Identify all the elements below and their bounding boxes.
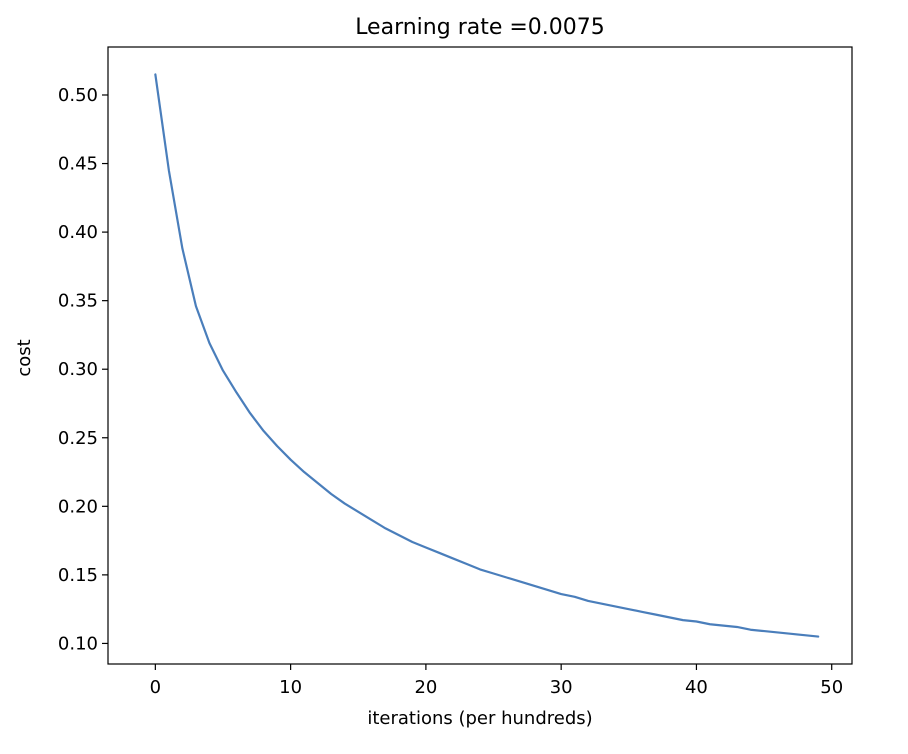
plot-frame [107,46,853,665]
x-axis: 0 10 20 30 40 50 [150,664,843,698]
y-tick-label: 0.45 [58,154,98,175]
y-axis-label: cost [14,339,35,376]
y-tick-label: 0.35 [58,291,98,312]
y-tick-label: 0.10 [58,633,98,654]
plot-area [107,46,853,665]
y-tick-label: 0.50 [58,85,98,106]
x-tick-label: 20 [414,677,437,698]
y-tick-label: 0.30 [58,359,98,380]
y-axis: 0.10 0.15 0.20 0.25 0.30 0.35 0.40 0.45 0.50 [58,85,108,654]
y-tick-label: 0.20 [58,496,98,517]
x-tick-label: 40 [685,677,708,698]
chart-title: Learning rate =0.0075 [355,15,605,40]
x-tick-label: 50 [820,677,843,698]
x-tick-label: 0 [150,677,161,698]
x-tick-label: 30 [550,677,573,698]
series-line [154,73,820,638]
x-axis-label: iterations (per hundreds) [367,708,592,729]
y-tick-label: 0.25 [58,428,98,449]
y-tick-label: 0.40 [58,222,98,243]
x-tick-label: 10 [279,677,302,698]
y-tick-label: 0.15 [58,565,98,586]
